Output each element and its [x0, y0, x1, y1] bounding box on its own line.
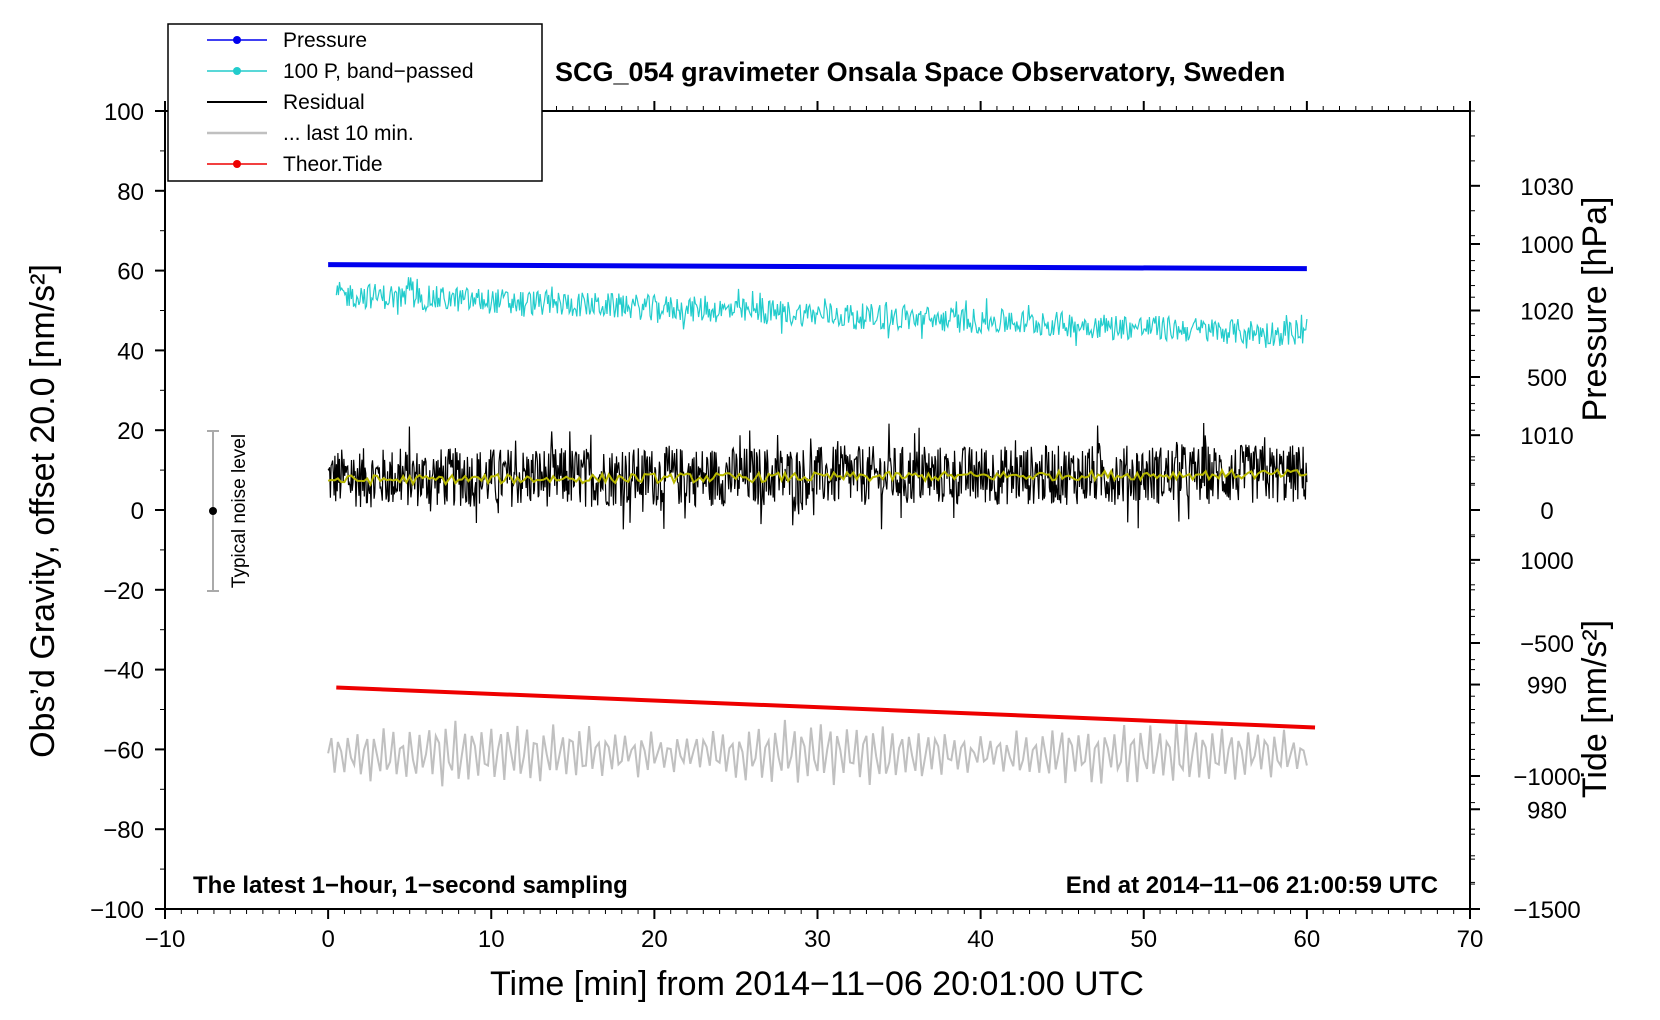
x-tick-label: −10 — [145, 926, 186, 953]
chart-title: SCG_054 gravimeter Onsala Space Observat… — [555, 57, 1285, 87]
pressure-tick-label: 1010 — [1520, 423, 1573, 450]
x-tick-label: 20 — [641, 926, 668, 953]
note-right: End at 2014−11−06 21:00:59 UTC — [1066, 872, 1438, 899]
tide-tick-label: −500 — [1520, 631, 1574, 658]
series-theor-tide — [336, 685, 1316, 730]
y-tick-label: 0 — [131, 498, 144, 525]
x-tick-label: 30 — [804, 926, 831, 953]
y-tick-label: −60 — [103, 737, 144, 764]
series-last-10-min — [327, 719, 1308, 787]
y-tick-label: −20 — [103, 578, 144, 605]
legend-item-band-passed: 100 P, band−passed — [207, 60, 474, 83]
x-axis-title: Time [min] from 2014−11−06 20:01:00 UTC — [490, 965, 1144, 1003]
y-axis-left-title: Obs’d Gravity, offset 20.0 [nm/s²] — [24, 264, 62, 758]
tide-tick-label: 1000 — [1520, 232, 1573, 259]
plot-frame — [164, 110, 1471, 910]
legend-label-last-10-min: ... last 10 min. — [283, 122, 414, 145]
series-band-passed-pressure — [335, 277, 1308, 349]
legend-marker-pressure — [233, 36, 241, 44]
legend-marker-theor-tide — [233, 160, 241, 168]
series-residual — [327, 422, 1308, 530]
pressure-tick-label: 990 — [1527, 673, 1567, 700]
pressure-tick-label: 980 — [1527, 797, 1567, 824]
x-axis: −10 0 10 20 30 40 50 60 70 — [145, 101, 1484, 953]
y-tick-label: 80 — [117, 179, 144, 206]
y-axis-pressure-title: Pressure [hPa] — [1576, 197, 1614, 422]
noise-bar-label: Typical noise level — [229, 434, 250, 588]
x-tick-label: 50 — [1130, 926, 1157, 953]
legend: Pressure 100 P, band−passed Residual ...… — [167, 23, 543, 182]
series-layer — [327, 262, 1316, 787]
x-tick-label: 40 — [967, 926, 994, 953]
x-tick-label: 70 — [1457, 926, 1484, 953]
tide-tick-label: 500 — [1527, 365, 1567, 392]
pressure-tick-label: 1020 — [1520, 299, 1573, 326]
legend-item-pressure: Pressure — [207, 29, 367, 52]
y-axis-tide-title: Tide [nm/s²] — [1576, 620, 1614, 798]
legend-label-theor-tide: Theor.Tide — [283, 153, 383, 176]
series-pressure — [328, 262, 1307, 272]
legend-item-residual: Residual — [207, 91, 365, 114]
y-tick-label: −40 — [103, 658, 144, 685]
legend-label-band-passed: 100 P, band−passed — [283, 60, 474, 83]
y-tick-label: 20 — [117, 418, 144, 445]
tide-tick-label: 0 — [1540, 498, 1553, 525]
pressure-tick-label: 1030 — [1520, 174, 1573, 201]
y-tick-label: 100 — [104, 99, 144, 126]
noise-bar: Typical noise level — [207, 430, 250, 592]
y-axis-tide: −1500 −1000 −500 0 500 1000 — [1470, 232, 1581, 924]
x-tick-label: 0 — [321, 926, 334, 953]
tide-tick-label: −1500 — [1513, 897, 1580, 924]
y-tick-label: −100 — [90, 897, 144, 924]
legend-marker-band-passed — [233, 67, 241, 75]
legend-item-theor-tide: Theor.Tide — [207, 153, 383, 176]
y-axis-left: −100 −80 −60 −40 −20 0 20 40 60 80 100 — [90, 99, 165, 924]
y-tick-label: −80 — [103, 817, 144, 844]
y-tick-label: 60 — [117, 259, 144, 286]
x-tick-label: 60 — [1294, 926, 1321, 953]
legend-label-pressure: Pressure — [283, 29, 367, 52]
y-tick-label: 40 — [117, 338, 144, 365]
pressure-tick-label: 1000 — [1520, 548, 1573, 575]
y-axis-pressure: 980 990 1000 1010 1020 1030 — [1470, 110, 1574, 910]
x-tick-label: 10 — [478, 926, 505, 953]
note-left: The latest 1−hour, 1−second sampling — [193, 872, 628, 899]
legend-item-last-10-min: ... last 10 min. — [207, 122, 414, 145]
noise-bar-center-dot — [209, 507, 217, 515]
legend-label-residual: Residual — [283, 91, 365, 114]
tide-tick-label: −1000 — [1513, 764, 1580, 791]
series-residual-smoothed — [327, 467, 1308, 487]
